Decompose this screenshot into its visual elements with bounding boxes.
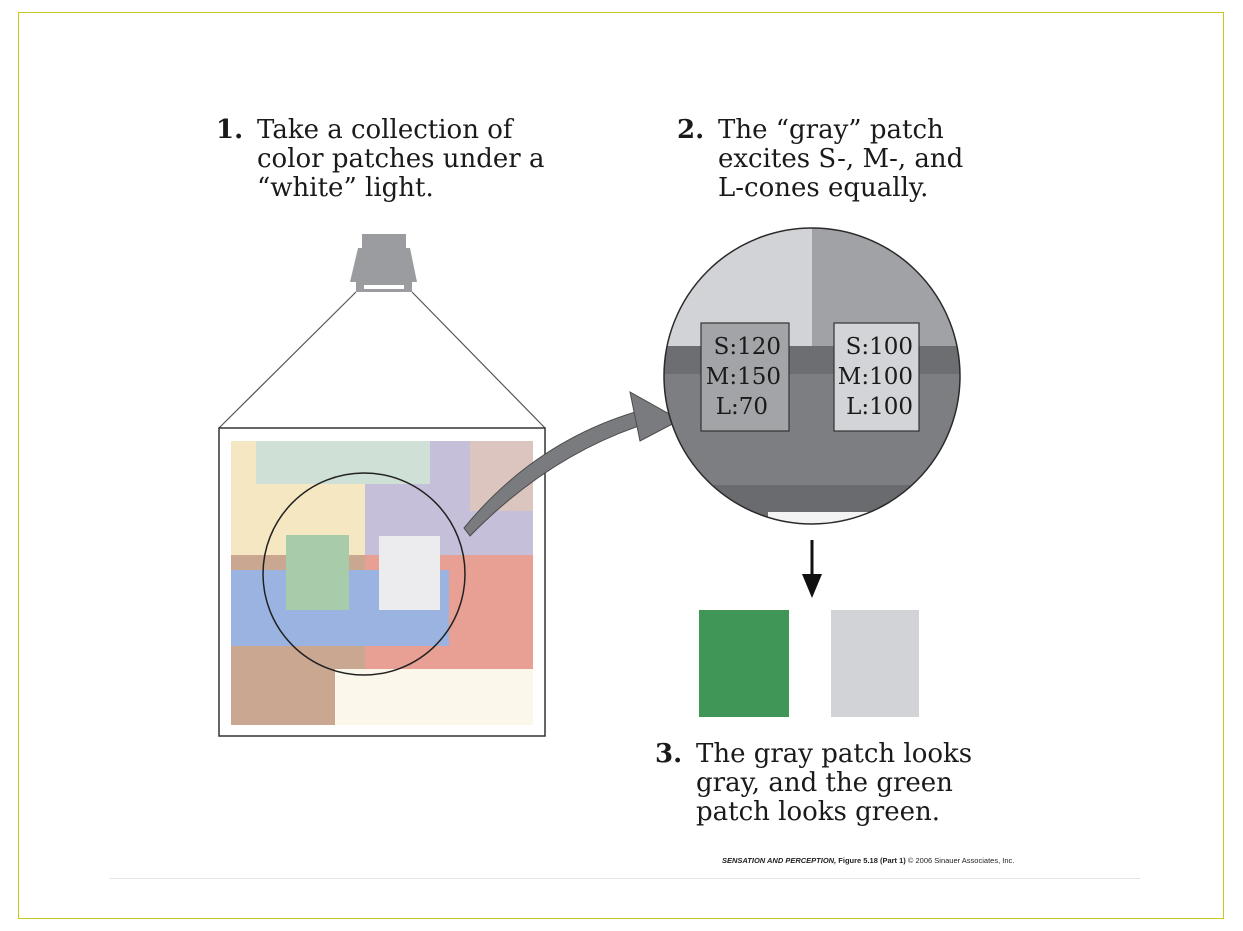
outer-frame <box>18 12 1224 919</box>
gray-s-value: S:100 <box>846 334 913 360</box>
credit-figure: Figure 5.18 (Part 1) <box>838 856 906 865</box>
green-m-value: M:150 <box>706 364 781 390</box>
gray-patch <box>379 536 440 610</box>
step-1-line-3: “white” light. <box>257 173 434 203</box>
step-3-line-1: The gray patch looks <box>696 739 973 769</box>
step-1-caption: 1. Take a collection of color patches un… <box>216 116 545 203</box>
step-1-number: 1. <box>216 115 244 145</box>
step-2-line-3: L-cones equally. <box>718 173 929 203</box>
step-3-number: 3. <box>655 739 683 769</box>
down-arrow-icon <box>802 540 822 598</box>
credit-copyright: © 2006 Sinauer Associates, Inc. <box>907 856 1015 865</box>
lamp-icon <box>350 234 417 292</box>
gray-result-patch <box>831 610 919 717</box>
step-3-line-2: gray, and the green <box>696 768 953 798</box>
figure-credit: SENSATION AND PERCEPTION, Figure 5.18 (P… <box>722 856 1014 865</box>
gray-m-value: M:100 <box>838 364 913 390</box>
green-patch <box>286 535 349 610</box>
gray-patch-cone-box <box>833 322 920 432</box>
credit-title: SENSATION AND PERCEPTION, <box>722 856 837 865</box>
color-patch-board <box>218 427 546 737</box>
green-result-patch <box>699 610 789 717</box>
step-2-caption: 2. The “gray” patch excites S-, M-, and … <box>677 116 963 203</box>
gray-l-value: L:100 <box>846 394 913 420</box>
magnified-view: S:120 M:150 L:70 S:100 M:100 L:100 <box>663 227 961 525</box>
step-3-line-3: patch looks green. <box>696 797 941 827</box>
step-1-line-2: color patches under a <box>257 144 545 174</box>
step-2-line-2: excites S-, M-, and <box>718 144 964 174</box>
step-2-number: 2. <box>677 115 705 145</box>
selection-circle <box>262 472 466 676</box>
step-1-line-1: Take a collection of <box>257 115 513 145</box>
light-beam-right <box>411 291 546 429</box>
magnify-arrow-icon <box>463 391 682 537</box>
step-3-caption: 3. The gray patch looks gray, and the gr… <box>655 740 972 827</box>
green-l-value: L:70 <box>716 394 768 420</box>
green-s-value: S:120 <box>714 334 781 360</box>
step-2-line-1: The “gray” patch <box>718 115 944 145</box>
light-beam-left <box>218 291 357 429</box>
slide-area <box>110 100 1140 879</box>
green-patch-cone-box <box>700 322 790 432</box>
